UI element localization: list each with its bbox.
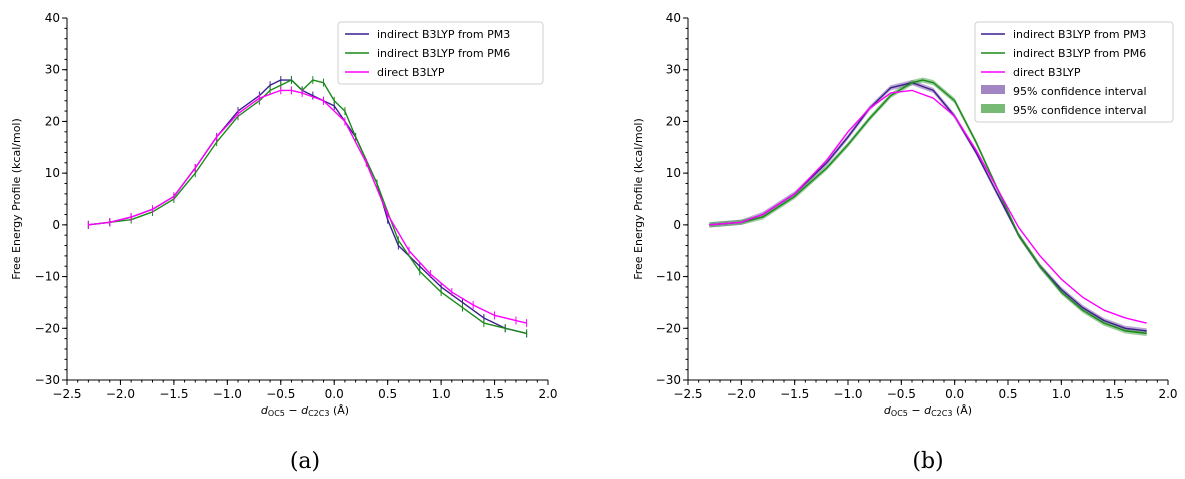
legend-swatch [981,85,1005,94]
x-tick-label: −2.0 [727,387,756,401]
x-axis-label: dOC5 − dC2C3 (Å) [261,404,349,418]
series-line [709,79,1147,335]
legend-label: direct B3LYP [1013,66,1081,79]
x-tick-label: 1.5 [1105,387,1124,401]
legend-label: 95% confidence interval [1013,85,1147,98]
x-tick-label: −0.5 [266,387,295,401]
legend-label: indirect B3LYP from PM6 [1013,47,1146,60]
x-axis-label: dOC5 − dC2C3 (Å) [884,404,972,418]
panel-a: −2.5 −2.0 −1.5 −1.0 −0.5 0.0 0.5 1.0 1.5 2.0 −30 −2… [10,11,558,474]
x-tick-label: −1.0 [213,387,242,401]
y-tick-label: −20 [35,321,60,335]
legend-swatch [981,104,1005,113]
legend-frame [974,21,1174,123]
y-tick-label: 10 [666,166,681,180]
x-tick-label: −2.5 [52,387,81,401]
x-tick-label: 1.5 [485,387,504,401]
y-tick-label: 40 [45,11,60,25]
legend: indirect B3LYP from PM3 indirect B3LYP fr… [974,21,1174,123]
y-tick-label: 40 [666,11,681,25]
legend-label: direct B3LYP [377,66,445,79]
x-tick-label: −1.5 [780,387,809,401]
y-tick-label: −10 [35,270,60,284]
legend-label: indirect B3LYP from PM6 [377,47,510,60]
x-tick-label: −0.5 [887,387,916,401]
legend-label: 95% confidence interval [1013,104,1147,117]
y-tick-label: 20 [666,114,681,128]
series-line [88,79,527,335]
x-tick-label: −1.5 [159,387,188,401]
y-axis-label: Free Energy Profile (kcal/mol) [10,118,23,280]
y-tick-label: 0 [673,218,681,232]
x-tick-label: −2.0 [106,387,135,401]
x-tick-label: 0.5 [378,387,397,401]
y-tick-label: 30 [666,63,681,77]
panel-b: −2.5 −2.0 −1.5 −1.0 −0.5 0.0 0.5 1.0 1.5 2.0 −30 −2… [632,11,1178,474]
legend: indirect B3LYP from PM3 indirect B3LYP fr… [337,21,544,85]
series-line [88,79,527,335]
series-line [709,89,1147,324]
x-tick-label: −2.5 [673,387,702,401]
y-tick-label: −30 [35,373,60,387]
y-tick-label: 10 [45,166,60,180]
x-tick-label: 1.0 [432,387,451,401]
legend-label: indirect B3LYP from PM3 [377,28,510,41]
x-tick-label: 2.0 [1158,387,1177,401]
x-tick-label: 0.5 [998,387,1017,401]
panel-label: (a) [290,449,320,474]
x-tick-label: 1.0 [1052,387,1071,401]
x-tick-label: −1.0 [833,387,862,401]
legend-frame [337,21,544,85]
x-tick-label: 2.0 [538,387,557,401]
panel-label: (b) [912,449,943,474]
series-line [88,89,527,324]
y-tick-label: −10 [656,270,681,284]
y-axis-label: Free Energy Profile (kcal/mol) [632,118,645,280]
legend-label: indirect B3LYP from PM3 [1013,28,1146,41]
y-tick-label: 30 [45,63,60,77]
y-tick-label: 0 [52,218,60,232]
y-tick-label: −20 [656,321,681,335]
x-tick-label: 0.0 [945,387,964,401]
y-tick-label: 20 [45,114,60,128]
y-tick-label: −30 [656,373,681,387]
x-tick-label: 0.0 [325,387,344,401]
